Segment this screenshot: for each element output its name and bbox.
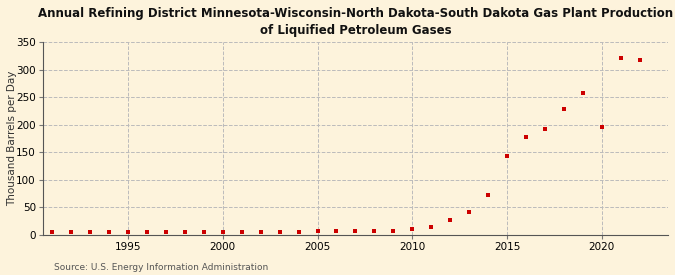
Point: [388, 229, 399, 233]
Point: [85, 230, 96, 234]
Point: [539, 127, 550, 131]
Point: [634, 58, 645, 62]
Point: [464, 209, 475, 214]
Point: [577, 91, 588, 95]
Point: [47, 230, 57, 234]
Text: Source: U.S. Energy Information Administration: Source: U.S. Energy Information Administ…: [54, 263, 268, 272]
Point: [274, 230, 285, 234]
Point: [483, 193, 493, 197]
Title: Annual Refining District Minnesota-Wisconsin-North Dakota-South Dakota Gas Plant: Annual Refining District Minnesota-Wisco…: [38, 7, 673, 37]
Point: [369, 229, 380, 233]
Point: [558, 107, 569, 112]
Point: [350, 229, 361, 233]
Point: [331, 229, 342, 233]
Point: [426, 225, 437, 229]
Point: [104, 230, 115, 234]
Point: [66, 230, 77, 234]
Point: [293, 230, 304, 234]
Point: [236, 230, 247, 234]
Point: [217, 230, 228, 234]
Point: [161, 230, 171, 234]
Point: [407, 227, 418, 231]
Point: [198, 230, 209, 234]
Point: [180, 230, 190, 234]
Point: [616, 56, 626, 60]
Point: [445, 218, 456, 222]
Y-axis label: Thousand Barrels per Day: Thousand Barrels per Day: [7, 71, 17, 206]
Point: [255, 230, 266, 234]
Point: [520, 134, 531, 139]
Point: [123, 230, 134, 234]
Point: [312, 229, 323, 233]
Point: [142, 230, 153, 234]
Point: [502, 154, 512, 158]
Point: [596, 125, 607, 130]
